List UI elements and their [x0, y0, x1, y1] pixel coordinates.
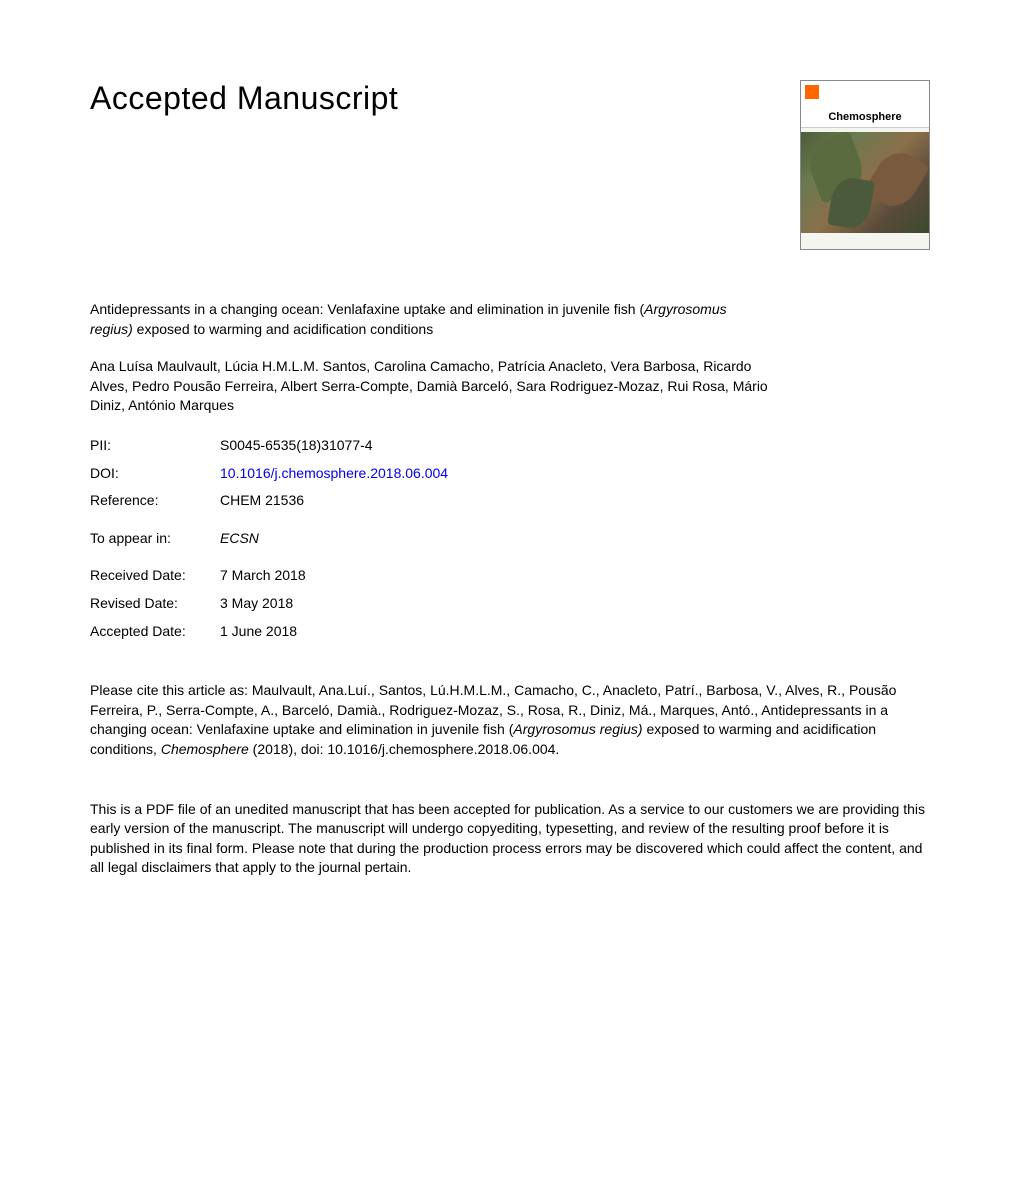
meta-label-appear: To appear in: — [90, 529, 220, 549]
meta-value-pii: S0045-6535(18)31077-4 — [220, 436, 373, 456]
journal-cover-thumbnail: Chemosphere — [800, 80, 930, 250]
leaf-icon — [863, 144, 929, 214]
citation-suffix: (2018), doi: 10.1016/j.chemosphere.2018.… — [249, 741, 560, 757]
meta-value-received: 7 March 2018 — [220, 566, 306, 586]
cover-image — [801, 132, 929, 233]
citation-block: Please cite this article as: Maulvault, … — [90, 681, 930, 759]
doi-link[interactable]: 10.1016/j.chemosphere.2018.06.004 — [220, 464, 448, 484]
article-title: Antidepressants in a changing ocean: Ven… — [90, 300, 770, 339]
citation-species-italic: Argyrosomus regius) — [513, 721, 642, 737]
cover-header: Chemosphere — [801, 81, 929, 128]
meta-label-accepted: Accepted Date: — [90, 622, 220, 642]
meta-row-received: Received Date: 7 March 2018 — [90, 566, 930, 586]
meta-row-pii: PII: S0045-6535(18)31077-4 — [90, 436, 930, 456]
meta-value-reference: CHEM 21536 — [220, 491, 304, 511]
meta-row-accepted: Accepted Date: 1 June 2018 — [90, 622, 930, 642]
meta-row-revised: Revised Date: 3 May 2018 — [90, 594, 930, 614]
meta-value-appear: ECSN — [220, 529, 259, 549]
meta-row-appear: To appear in: ECSN — [90, 529, 930, 549]
meta-row-reference: Reference: CHEM 21536 — [90, 491, 930, 511]
authors-list: Ana Luísa Maulvault, Lúcia H.M.L.M. Sant… — [90, 357, 790, 416]
citation-journal-italic: Chemosphere — [161, 741, 249, 757]
cover-journal-name: Chemosphere — [828, 111, 901, 123]
meta-value-revised: 3 May 2018 — [220, 594, 293, 614]
meta-label-revised: Revised Date: — [90, 594, 220, 614]
meta-label-received: Received Date: — [90, 566, 220, 586]
header-row: Accepted Manuscript Chemosphere — [90, 80, 930, 250]
meta-label-pii: PII: — [90, 436, 220, 456]
title-text-part1: Antidepressants in a changing ocean: Ven… — [90, 301, 644, 317]
meta-value-accepted: 1 June 2018 — [220, 622, 297, 642]
page-title: Accepted Manuscript — [90, 80, 398, 117]
meta-row-doi: DOI: 10.1016/j.chemosphere.2018.06.004 — [90, 464, 930, 484]
meta-label-reference: Reference: — [90, 491, 220, 511]
publisher-logo-icon — [805, 85, 819, 99]
disclaimer-text: This is a PDF file of an unedited manusc… — [90, 800, 930, 878]
title-text-part2: exposed to warming and acidification con… — [133, 321, 433, 337]
metadata-table: PII: S0045-6535(18)31077-4 DOI: 10.1016/… — [90, 436, 930, 641]
meta-label-doi: DOI: — [90, 464, 220, 484]
